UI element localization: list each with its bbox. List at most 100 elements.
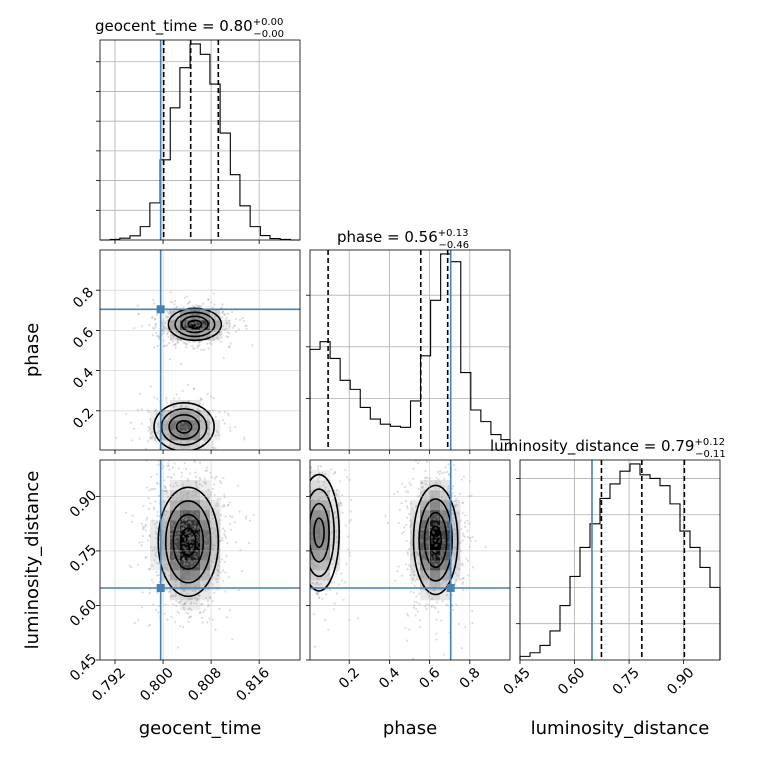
sample-point [423, 560, 427, 563]
contour-0-1-2 [160, 407, 208, 446]
sample-point [192, 601, 195, 604]
sample-point [421, 575, 425, 578]
sample-point [213, 527, 216, 530]
sample-point [183, 602, 186, 605]
sample-point [334, 516, 337, 520]
sample-point [129, 421, 133, 424]
sample-point [344, 469, 347, 472]
sample-point [310, 529, 313, 532]
sample-point [217, 556, 221, 559]
sample-point [166, 434, 169, 437]
sample-point [303, 527, 305, 529]
sample-point [190, 547, 193, 551]
sample-point [140, 544, 143, 547]
sample-point [214, 628, 217, 631]
sample-point [219, 333, 222, 336]
density-cell [210, 540, 221, 551]
sample-point [317, 480, 320, 483]
sample-point [144, 524, 147, 527]
sample-point [441, 544, 444, 548]
density-cell [200, 570, 211, 581]
sample-point [424, 479, 427, 482]
sample-point [173, 558, 176, 561]
density-cell [150, 410, 161, 421]
sample-point [409, 573, 412, 577]
sample-point [185, 551, 188, 554]
density-cell [430, 520, 441, 531]
sample-point [204, 545, 207, 548]
sample-point [425, 603, 428, 606]
sample-point [435, 564, 438, 567]
sample-point [178, 321, 182, 324]
sample-point [184, 435, 187, 438]
sample-point [464, 625, 467, 629]
sample-point [462, 577, 465, 580]
sample-point [221, 310, 224, 313]
hist-frame-geocent_time [99, 39, 301, 241]
contour-2-0-1 [423, 511, 448, 569]
density-cell [210, 550, 221, 561]
sample-point [190, 333, 194, 336]
sample-point [181, 389, 184, 392]
density-cell [160, 490, 171, 501]
sample-point [193, 524, 197, 527]
sample-point [442, 560, 446, 564]
density-cell [170, 510, 181, 521]
sample-point [434, 522, 437, 525]
sample-point [440, 568, 444, 571]
sample-point [441, 568, 445, 571]
sample-point [240, 569, 244, 573]
sample-point [157, 425, 160, 429]
sample-point [318, 476, 321, 479]
sample-point [400, 502, 403, 505]
sample-point [441, 538, 444, 541]
sample-point [406, 516, 409, 519]
sample-point [151, 316, 154, 319]
sample-point [184, 519, 187, 522]
sample-point [176, 484, 179, 487]
sample-point [413, 570, 416, 573]
sample-point [422, 558, 426, 561]
sample-point [187, 536, 190, 540]
density-cell [210, 310, 221, 321]
sample-point [177, 338, 180, 341]
sample-point [323, 541, 326, 545]
sample-point [170, 521, 173, 525]
sample-point [179, 404, 182, 408]
sample-point [195, 484, 198, 487]
sample-point [182, 341, 185, 344]
pair-frame-2 [309, 459, 511, 661]
sample-point [408, 513, 411, 516]
sample-point [223, 313, 226, 316]
sample-point [182, 426, 186, 429]
sample-point [329, 544, 333, 547]
sample-point [212, 517, 215, 520]
sample-point [425, 476, 428, 479]
sample-point [324, 542, 327, 545]
density-cell [200, 550, 211, 561]
sample-point [204, 544, 207, 547]
sample-point [156, 591, 159, 594]
density-cell [310, 510, 321, 521]
sample-point [416, 578, 419, 581]
sample-point [196, 528, 199, 531]
sample-point [414, 505, 417, 509]
sample-point [150, 578, 154, 582]
sample-point [198, 540, 201, 543]
sample-point [167, 335, 170, 339]
sample-point [145, 518, 148, 521]
sample-point [163, 344, 166, 347]
sample-point [190, 560, 193, 563]
sample-point [452, 513, 455, 516]
sample-point [187, 301, 190, 304]
density-cell [430, 570, 441, 581]
sample-point [130, 520, 134, 523]
sample-point [175, 393, 178, 396]
sample-point [179, 338, 182, 342]
sample-point [169, 529, 172, 532]
density-cell [320, 530, 331, 541]
sample-point [332, 608, 336, 611]
sample-point [236, 484, 240, 487]
sample-point [429, 525, 432, 529]
sample-point [148, 534, 151, 537]
